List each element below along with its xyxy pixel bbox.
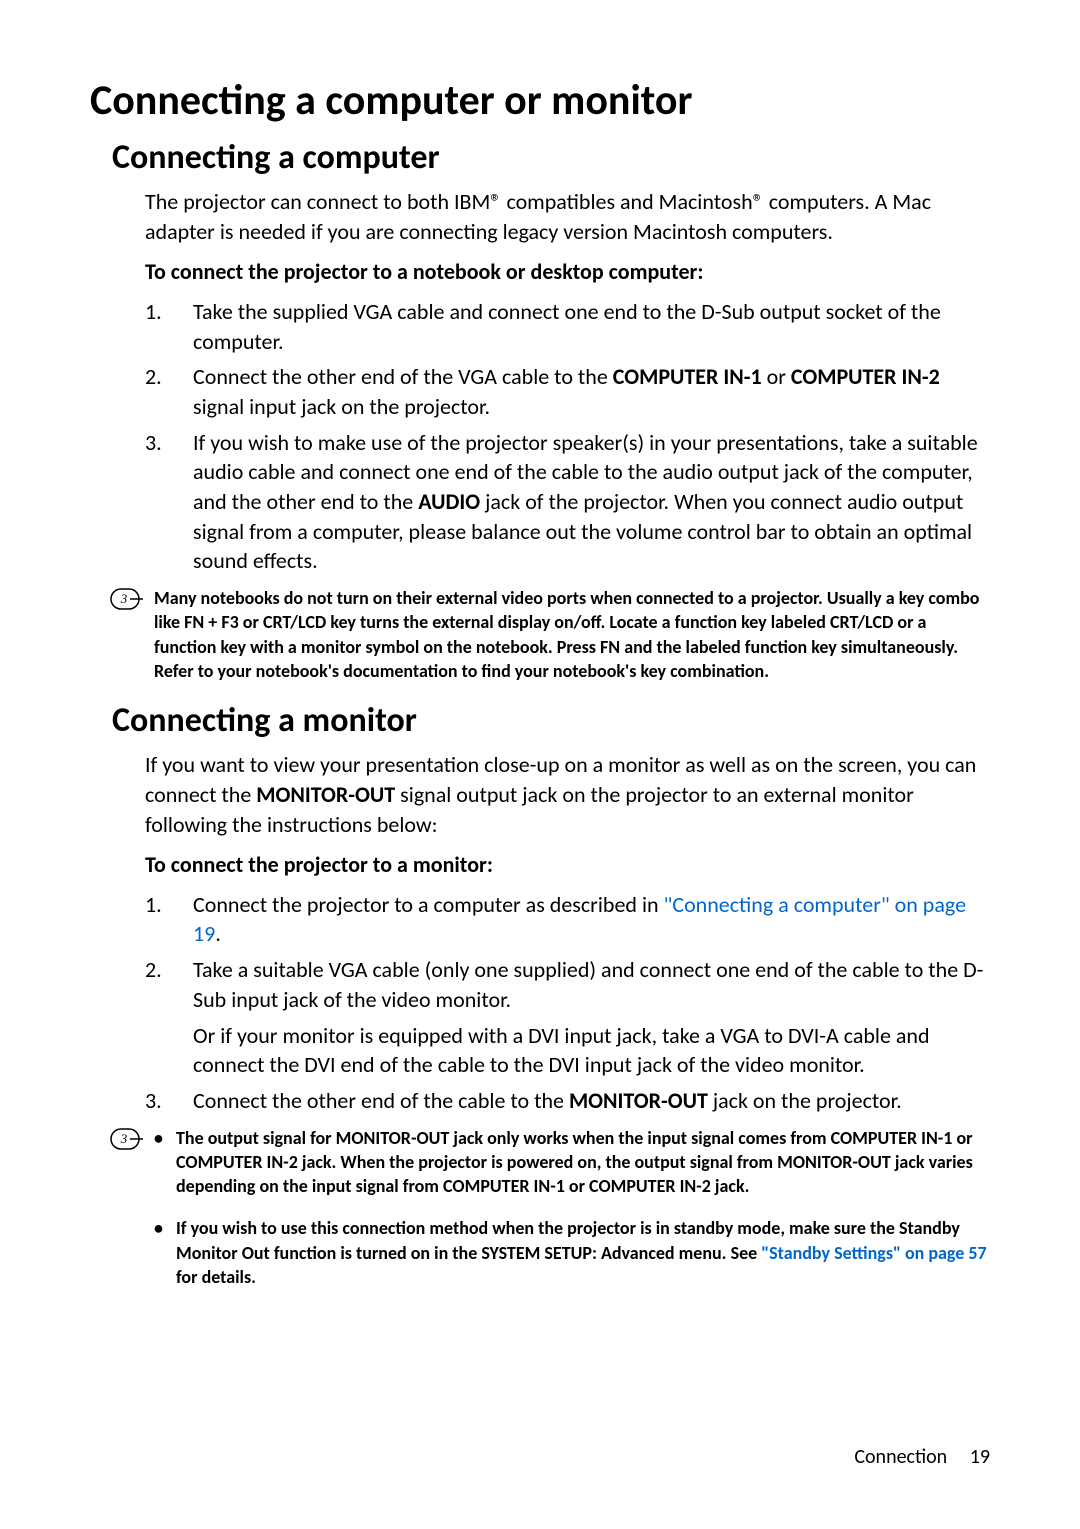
note-item: If you wish to use this connection metho… (154, 1216, 990, 1289)
step-text: Connect the projector to a computer as d… (193, 891, 664, 918)
footer-section-label: Connection (854, 1445, 947, 1469)
step-text: Take the supplied VGA cable and connect … (193, 298, 941, 355)
section2-intro: If you want to view your presentation cl… (145, 750, 990, 839)
step-text: . (215, 920, 221, 947)
step-text: Connect the other end of the VGA cable t… (193, 363, 613, 390)
list-item: Connect the other end of the VGA cable t… (145, 362, 990, 421)
step-bold: AUDIO (418, 488, 480, 515)
step-text: Or if your monitor is equipped with a DV… (193, 1022, 930, 1079)
step-text: jack on the projector. (708, 1087, 902, 1114)
step-bold: COMPUTER IN-2 (791, 363, 940, 390)
footer-page-number: 19 (970, 1445, 990, 1469)
page-footer: Connection 19 (854, 1445, 990, 1469)
section2-heading: Connecting a monitor (112, 701, 990, 742)
step-text: Take a suitable VGA cable (only one supp… (193, 956, 983, 1013)
step-text: signal input jack on the projector. (193, 393, 490, 420)
note-item: The output signal for MONITOR-OUT jack o… (154, 1126, 990, 1199)
note-icon: 3 (110, 588, 144, 610)
step-bold: COMPUTER IN-1 (613, 363, 762, 390)
note-list: The output signal for MONITOR-OUT jack o… (154, 1126, 990, 1308)
intro-bold: MONITOR-OUT (256, 781, 395, 808)
section1-subheading: To connect the projector to a notebook o… (145, 258, 990, 287)
note-item-text: for details. (176, 1266, 256, 1288)
step-bold: MONITOR-OUT (569, 1087, 708, 1114)
section2-subheading: To connect the projector to a monitor: (145, 851, 990, 880)
note-block: 3 Many notebooks do not turn on their ex… (110, 586, 990, 683)
note-item-text: The output signal for MONITOR-OUT jack o… (176, 1127, 973, 1198)
step-text: or (762, 363, 791, 390)
svg-text:3: 3 (120, 591, 128, 606)
note-block: 3 The output signal for MONITOR-OUT jack… (110, 1126, 990, 1308)
list-item: Connect the projector to a computer as d… (145, 890, 990, 949)
list-item: Connect the other end of the cable to th… (145, 1086, 990, 1116)
section1-steps: Take the supplied VGA cable and connect … (145, 297, 990, 576)
svg-text:3: 3 (120, 1131, 128, 1146)
page-title: Connecting a computer or monitor (90, 78, 990, 124)
document-page: Connecting a computer or monitor Connect… (0, 0, 1080, 1529)
section2-steps: Connect the projector to a computer as d… (145, 890, 990, 1116)
section1-heading: Connecting a computer (112, 138, 990, 179)
list-item: Take the supplied VGA cable and connect … (145, 297, 990, 356)
note-icon: 3 (110, 1128, 144, 1150)
list-item: Take a suitable VGA cable (only one supp… (145, 955, 990, 1080)
note-text: Many notebooks do not turn on their exte… (154, 586, 990, 683)
list-item: If you wish to make use of the projector… (145, 428, 990, 576)
step-text: Connect the other end of the cable to th… (193, 1087, 569, 1114)
cross-ref-link[interactable]: "Standby Settings" on page 57 (761, 1242, 986, 1264)
section1-intro: The projector can connect to both IBM® c… (145, 187, 990, 246)
